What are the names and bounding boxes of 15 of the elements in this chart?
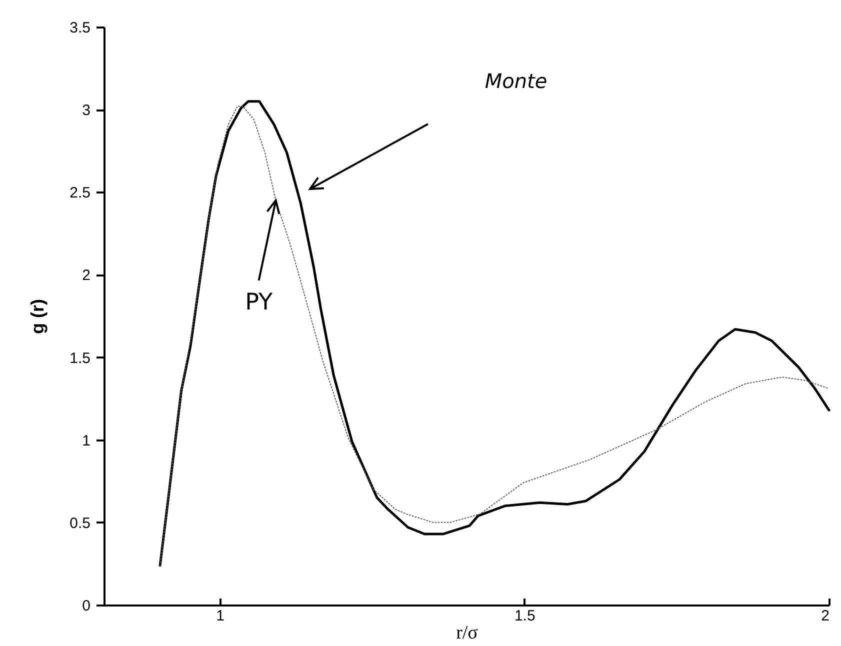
x-tick-label: 1 [216,608,224,624]
y-tick-label: 2 [82,267,90,284]
y-tick-label: 0.5 [70,514,90,532]
y-tick-label: 1 [82,432,90,450]
y-tick-label: 3 [82,102,90,120]
x-axis-title: r/σ [456,622,478,644]
x-tick-label: 1.5 [514,608,536,624]
x-tick-label: 2 [821,608,830,624]
y-tick-label: 1.5 [70,350,90,367]
y-tick-label: 0 [82,598,90,614]
y-tick-label: 2.5 [70,184,90,202]
y-tick-label: 3.5 [70,20,90,36]
annotation: PY [245,289,274,316]
y-axis-title: g (r) [28,299,48,334]
annotation: Monte [484,69,548,93]
